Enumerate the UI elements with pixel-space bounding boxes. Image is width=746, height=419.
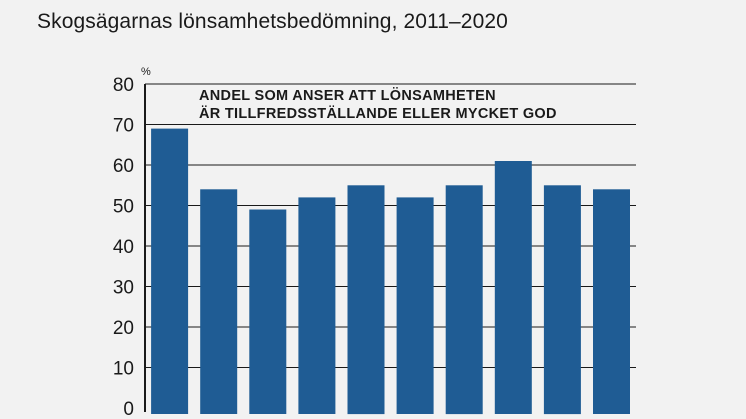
y-tick-label-20: 20	[113, 318, 134, 339]
bar-1	[151, 128, 189, 414]
y-tick-label-10: 10	[113, 359, 134, 380]
bar-5	[347, 185, 385, 415]
bar-3	[249, 209, 287, 414]
y-tick-label-60: 60	[113, 156, 134, 177]
y-tick-label-80: 80	[113, 75, 134, 96]
y-tick-label-50: 50	[113, 197, 134, 218]
chart-title: Skogsägarnas lönsamhetsbedömning, 2011–2…	[37, 10, 508, 33]
annotation-background	[192, 86, 612, 120]
y-unit-label: %	[141, 66, 151, 78]
bar-9	[543, 185, 581, 415]
y-tick-label-40: 40	[113, 237, 134, 258]
annotation-line-2: ÄR TILLFREDSSTÄLLANDE ELLER MYCKET GOD	[199, 105, 557, 122]
bar-10	[593, 189, 630, 414]
bar-2	[200, 189, 238, 414]
y-tick-label-70: 70	[113, 116, 134, 137]
bar-8	[494, 161, 532, 414]
y-tick-label-30: 30	[113, 278, 134, 299]
y-tick-label-0: 0	[123, 399, 134, 419]
bar-4	[298, 197, 336, 414]
bar-7	[445, 185, 483, 415]
annotation-line-1: ANDEL SOM ANSER ATT LÖNSAMHETEN	[199, 87, 496, 104]
bar-6	[396, 197, 434, 414]
